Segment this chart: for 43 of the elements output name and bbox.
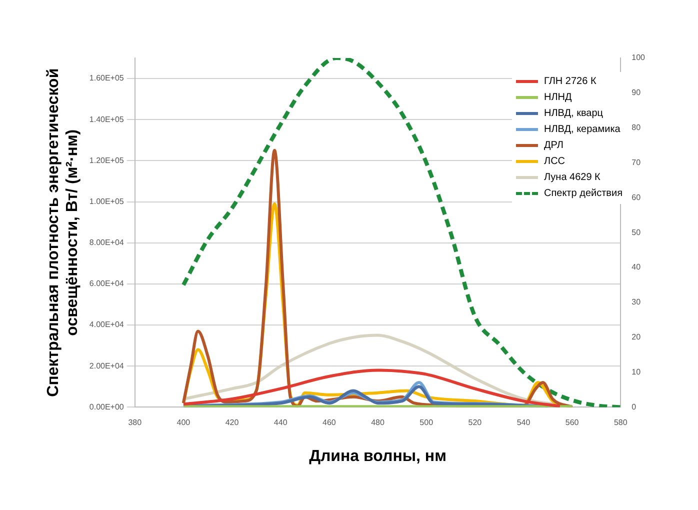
x-tick-label: 420 — [225, 418, 240, 428]
y2-tick-label: 80 — [632, 123, 642, 132]
y2-tick-label: 10 — [632, 367, 642, 376]
x-tick-label: 560 — [565, 418, 580, 428]
x-tick-label: 520 — [468, 418, 482, 428]
x-tick-label: 440 — [274, 418, 288, 428]
legend-label: НЛНД — [544, 92, 572, 103]
y-tick-label: 4.00E+04 — [89, 320, 124, 330]
y-tick-label: 8.00E+04 — [89, 238, 124, 248]
x-tick-label: 380 — [128, 418, 142, 428]
y2-tick-label: 60 — [632, 192, 642, 202]
x-tick-label: 480 — [371, 418, 385, 428]
text: Спектральная плотность энергетической — [45, 68, 62, 397]
text: освещённости, Вт/ (м²·нм) — [64, 129, 82, 336]
y2-tick-label: 90 — [632, 88, 642, 98]
y-tick-label: 1.40E+05 — [89, 114, 124, 124]
legend-label: ЛСС — [544, 156, 566, 167]
y-tick-label: 0.00E+00 — [89, 402, 124, 412]
y-tick-label: 2.00E+04 — [89, 361, 124, 370]
x-tick-label: 580 — [614, 418, 628, 428]
x-tick-label: 400 — [176, 418, 191, 428]
y-tick-label: 1.20E+05 — [89, 156, 124, 165]
y-tick-label: 1.00E+05 — [89, 196, 124, 206]
legend-label: ГЛН 2726 К — [544, 76, 596, 87]
x-axis-title: Длина волны, нм — [309, 448, 446, 465]
legend-label: НЛВД, керамика — [544, 124, 620, 135]
legend-label: НЛВД, кварц — [544, 108, 603, 119]
y2-tick-label: 0 — [632, 402, 637, 412]
legend-label: ДРЛ — [544, 140, 564, 151]
y2-tick-label: 100 — [632, 53, 646, 62]
y2-tick-label: 30 — [632, 298, 642, 307]
y-tick-label: 6.00E+04 — [89, 279, 124, 288]
legend-label: Спектр действия — [544, 188, 622, 199]
x-tick-label: 540 — [516, 418, 531, 428]
y-tick-label: 1.60E+05 — [89, 74, 124, 83]
y2-tick-label: 20 — [632, 332, 642, 342]
y2-tick-label: 50 — [632, 228, 642, 237]
legend-label: Луна 4629 К — [544, 172, 600, 183]
x-tick-label: 500 — [420, 418, 434, 428]
y2-tick-label: 70 — [632, 158, 642, 167]
x-tick-label: 460 — [322, 418, 336, 428]
y2-tick-label: 40 — [632, 262, 642, 272]
line-series — [182, 368, 562, 408]
